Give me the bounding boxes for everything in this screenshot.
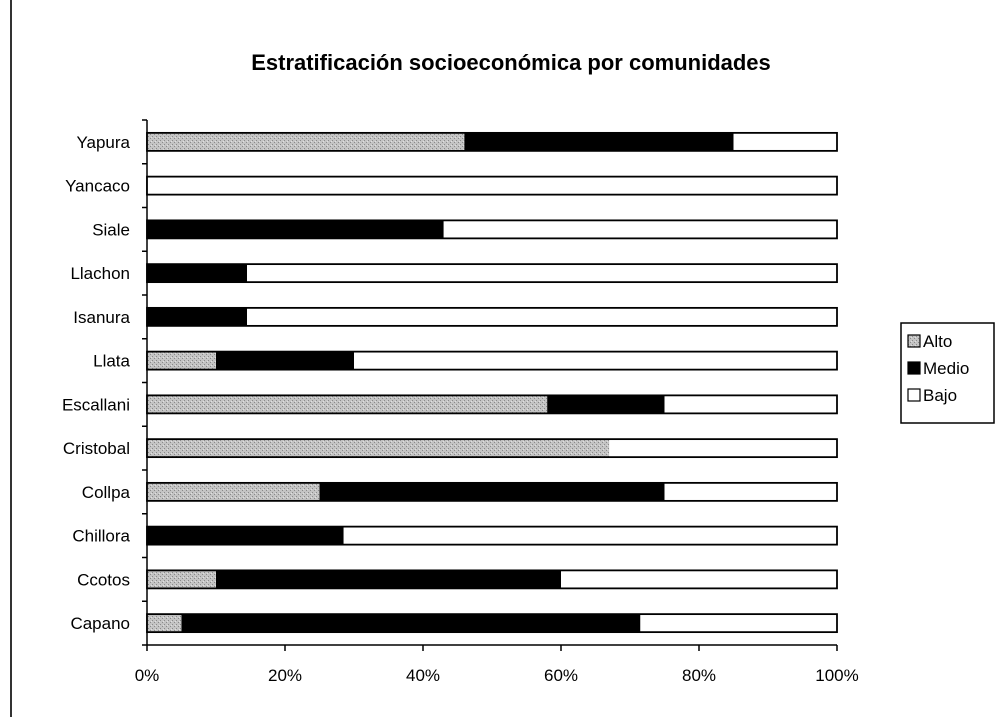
x-tick-label: 20% xyxy=(268,666,302,685)
legend-swatch-medio xyxy=(907,361,921,375)
legend-label-bajo: Bajo xyxy=(923,386,957,405)
bar-segment-alto xyxy=(147,351,216,370)
bar-segment-medio xyxy=(464,132,734,151)
bar-segment-alto xyxy=(147,570,216,589)
legend-swatch-alto xyxy=(907,334,921,348)
legend-label-alto: Alto xyxy=(923,332,952,351)
x-tick-label: 40% xyxy=(406,666,440,685)
bar-segment-bajo xyxy=(733,132,837,151)
bar-segment-bajo xyxy=(609,439,837,458)
bar-segment-bajo xyxy=(640,614,837,633)
bar-segment-medio xyxy=(147,220,444,239)
bar-segment-alto xyxy=(147,482,320,501)
chart-title: Estratificación socioeconómica por comun… xyxy=(251,50,771,75)
category-label: Llata xyxy=(93,352,130,371)
category-label: Yapura xyxy=(76,133,130,152)
bar-segment-bajo xyxy=(247,307,838,326)
category-label: Escallani xyxy=(62,395,130,414)
bar-outline xyxy=(146,438,838,459)
bar-segment-medio xyxy=(216,351,354,370)
legend: Alto Medio Bajo xyxy=(900,322,995,424)
x-tick-label: 60% xyxy=(544,666,578,685)
bar-segment-medio xyxy=(147,307,248,326)
bar-outline xyxy=(146,613,838,634)
x-tick-label: 80% xyxy=(682,666,716,685)
bar-segment-bajo xyxy=(343,526,837,545)
bar-outline xyxy=(146,569,838,590)
category-label: Chillora xyxy=(72,527,130,546)
bar-segment-bajo xyxy=(247,264,838,283)
bar-segment-bajo xyxy=(561,570,837,589)
x-tick-labels: 0% 20% 40% 60% 80% 100% xyxy=(135,666,859,685)
category-label: Yancaco xyxy=(65,177,130,196)
x-tick-label: 0% xyxy=(135,666,160,685)
bar-outline xyxy=(146,175,838,196)
bar-segment-alto xyxy=(147,614,182,633)
bars xyxy=(146,131,838,634)
bar-segment-alto xyxy=(147,439,610,458)
bar-outline xyxy=(146,481,838,502)
bar-outline xyxy=(146,219,838,240)
bar-segment-medio xyxy=(147,264,248,283)
category-label: Siale xyxy=(92,220,130,239)
bar-segment-bajo xyxy=(664,395,837,414)
category-label: Capano xyxy=(70,614,130,633)
category-label: Ccotos xyxy=(77,570,130,589)
bar-segment-medio xyxy=(216,570,561,589)
bar-segment-alto xyxy=(147,395,548,414)
bar-outline xyxy=(146,525,838,546)
category-labels: Capano Ccotos Chillora Collpa Cristobal Escal… xyxy=(62,133,131,633)
bar-segment-bajo xyxy=(147,176,837,195)
bar-outline xyxy=(146,263,838,284)
category-label: Cristobal xyxy=(63,439,130,458)
bar-segment-bajo xyxy=(443,220,837,239)
bar-outline xyxy=(146,131,838,152)
bar-segment-medio xyxy=(147,526,344,545)
category-label: Isanura xyxy=(73,308,130,327)
bar-outline xyxy=(146,350,838,371)
bar-outline xyxy=(146,394,838,415)
page-left-border xyxy=(10,0,12,717)
category-label: Llachon xyxy=(70,264,130,283)
category-label: Collpa xyxy=(82,483,131,502)
bar-segment-alto xyxy=(147,132,465,151)
bar-outline xyxy=(146,306,838,327)
legend-label-medio: Medio xyxy=(923,359,969,378)
legend-swatch-bajo xyxy=(907,388,921,402)
bar-segment-medio xyxy=(319,482,665,501)
bar-segment-medio xyxy=(181,614,641,633)
bar-segment-bajo xyxy=(354,351,837,370)
x-tick-label: 100% xyxy=(815,666,858,685)
axes xyxy=(142,119,838,651)
bar-segment-medio xyxy=(547,395,665,414)
bar-segment-bajo xyxy=(664,482,837,501)
